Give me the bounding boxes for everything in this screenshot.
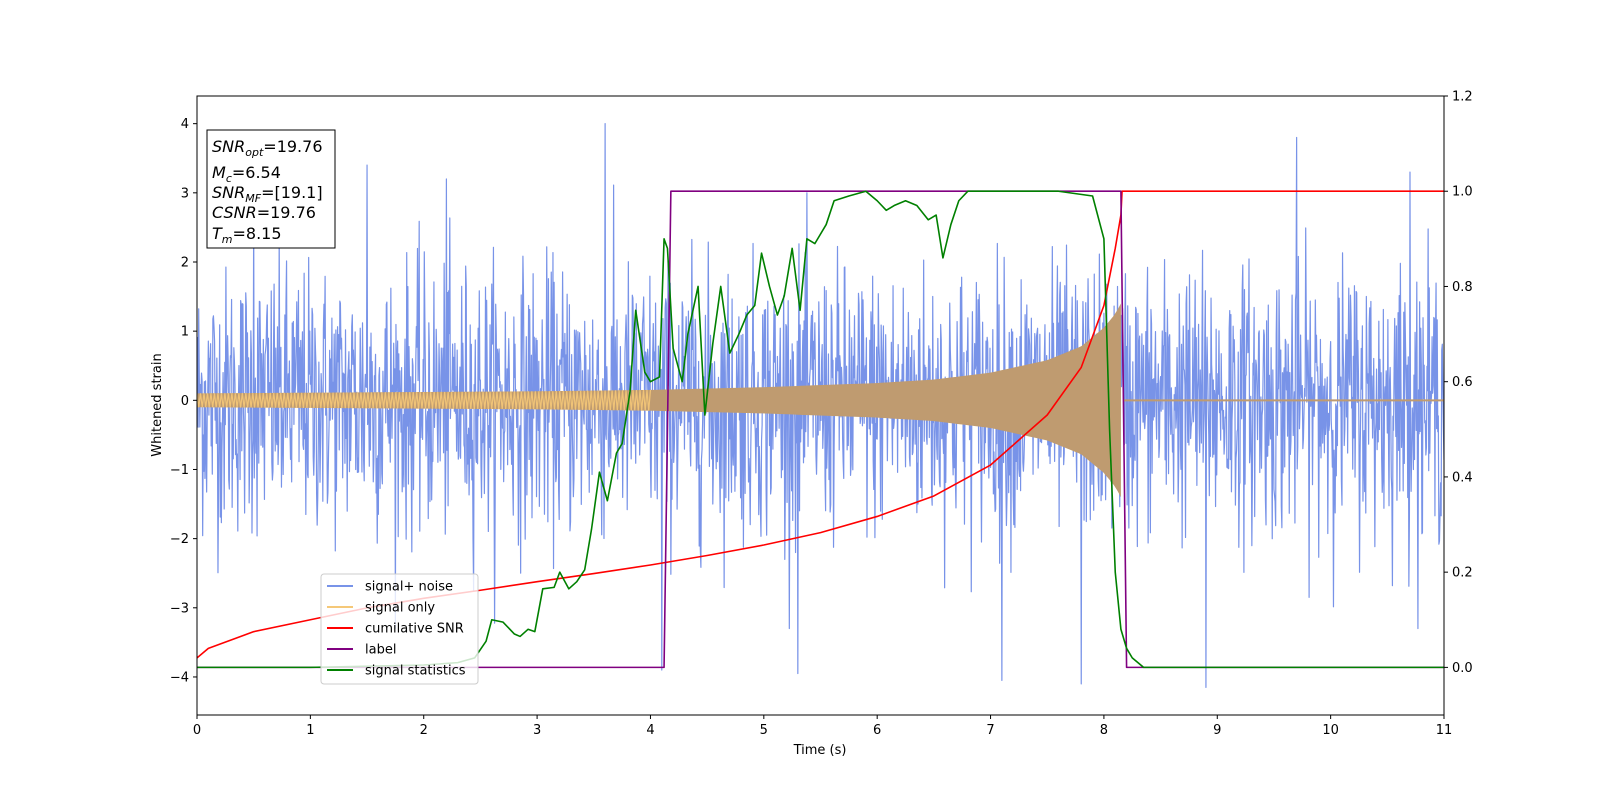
legend-label: signal only [365,601,435,616]
legend-label: cumilative SNR [365,622,464,637]
y2-tick-label: 0.0 [1452,661,1473,676]
y-tick-label: 4 [181,117,189,132]
y-axis-right: 0.0 0.2 0.4 0.6 0.8 1.0 1.2 [1444,90,1473,676]
y-tick-label: −3 [170,601,189,616]
y-tick-label: 2 [181,255,189,270]
x-tick-label: 5 [760,723,768,738]
y2-tick-label: 1.2 [1452,90,1473,105]
signal-statistics-line [197,190,1444,669]
annotation-frame [206,129,336,249]
legend-label: label [365,643,396,658]
annotation-line: CSNR=19.76 [212,203,316,222]
annotation-line: Mc=6.54 [212,163,281,185]
y-tick-label: 3 [181,186,189,201]
annotation-line: Tm=8.15 [212,224,282,246]
legend-frame [320,573,479,685]
y2-tick-label: 0.6 [1452,375,1473,390]
legend-label: signal+ noise [365,580,453,595]
signal-only-envelope [197,303,1121,498]
x-tick-label: 3 [533,723,541,738]
x-tick-label: 1 [306,723,314,738]
legend: signal+ noise signal only cumilative SNR la… [320,573,479,685]
signal-plus-noise-line [197,123,1444,688]
x-tick-label: 7 [986,723,994,738]
legend-label: signal statistics [365,664,466,679]
y2-tick-label: 0.2 [1452,566,1473,581]
series-signal-only [197,303,1444,498]
y2-tick-label: 0.8 [1452,280,1473,295]
y-tick-label: 1 [181,325,189,340]
annotation-box: SNRopt=19.76 Mc=6.54SNRMF=[19.1]CSNR=19.7… [206,129,336,249]
y2-tick-label: 1.0 [1452,185,1473,200]
y2-tick-label: 0.4 [1452,470,1473,485]
x-axis: 0 1 2 3 4 5 6 7 8 9 10 11 [193,715,1452,738]
y-tick-label: −4 [170,670,189,685]
annotation-line: SNRopt=19.76 [212,137,323,159]
plot-frame [196,95,1445,716]
y-tick-label: −1 [170,463,189,478]
annotation-line: SNRMF=[19.1] [212,183,323,205]
signal-only-oscillation [197,389,652,411]
x-tick-label: 6 [873,723,881,738]
x-tick-label: 0 [193,723,201,738]
series-signal-statistics [197,190,1444,669]
y-tick-label: 0 [181,394,189,409]
x-tick-label: 10 [1322,723,1339,738]
y-axis-label: Whitened strain [150,353,165,456]
x-tick-label: 8 [1100,723,1108,738]
x-tick-label: 11 [1436,723,1453,738]
y-tick-label: −2 [170,532,189,547]
x-axis-label: Time (s) [793,743,847,758]
y-axis-left: −4 −3 −2 −1 0 1 2 3 4 [170,117,197,685]
x-tick-label: 9 [1213,723,1221,738]
x-tick-label: 4 [646,723,654,738]
x-tick-label: 2 [420,723,428,738]
series-signal-plus-noise [197,123,1444,688]
